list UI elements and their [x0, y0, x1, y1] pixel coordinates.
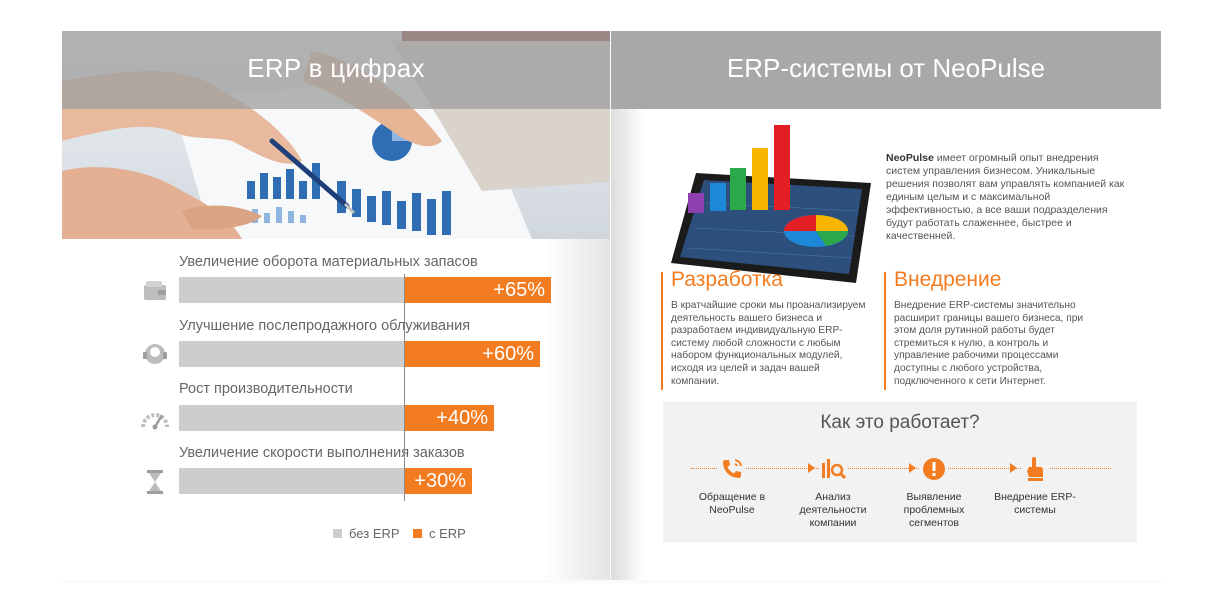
bar-without-erp [179, 277, 405, 303]
bar-without-erp [179, 405, 405, 431]
legend-with-erp: с ERP [413, 526, 466, 541]
column-title: Внедрение [894, 268, 1002, 291]
accent-rule [884, 272, 886, 390]
hourglass-icon [147, 470, 163, 494]
process-line [691, 468, 1111, 469]
title-band [611, 31, 1161, 109]
speedometer-icon [141, 413, 169, 430]
how-it-works-panel: Как это работает? Обращение в NeoPulse А… [663, 402, 1137, 542]
legend-without-erp: без ERP [333, 526, 400, 541]
brand-name: NeoPulse [886, 152, 934, 164]
step-problems: Выявление проблемных сегментов [886, 455, 982, 530]
step-label: Анализ деятельности компании [799, 491, 867, 529]
legend-swatch-gray [333, 529, 342, 539]
arrow-right-icon [808, 463, 815, 473]
arrow-right-icon [909, 463, 916, 473]
bar-with-erp: +60% [405, 341, 540, 367]
legend-label: без ERP [349, 526, 400, 541]
tablet-chart-illustration [671, 125, 871, 283]
step-implementation: Внедрение ERP-системы [987, 455, 1083, 517]
page-title: ERP в цифрах [247, 53, 425, 83]
intro-text: имеет огромный опыт внедрения систем упр… [886, 152, 1125, 242]
column-text: Внедрение ERP-системы значительно расшир… [894, 300, 1084, 387]
title-band [62, 31, 610, 109]
column-implementation: Внедрение Внедрение ERP-системы значител… [884, 268, 1089, 390]
bar-with-erp: +65% [405, 277, 551, 303]
left-page: ERP в цифрах Увеличение оборота материал… [62, 31, 610, 580]
phone-icon [718, 455, 746, 483]
legend-label: с ERP [429, 526, 466, 541]
column-development: Разработка В кратчайшие сроки мы проанал… [661, 268, 866, 390]
metric-label: Улучшение послепродажного облуживания [179, 318, 471, 334]
bar-with-erp: +30% [405, 468, 472, 494]
analysis-icon [819, 455, 847, 483]
bar-without-erp [179, 341, 405, 367]
step-contact: Обращение в NeoPulse [684, 455, 780, 517]
metric-label: Увеличение скорости выполнения заказов [179, 445, 465, 461]
right-page: ERP-системы от NeoPulse NeoPulse имеет о… [611, 31, 1161, 580]
step-label: Выявление проблемных сегментов [903, 491, 965, 529]
page-shadow [62, 575, 1161, 585]
accent-rule [661, 272, 663, 390]
metric-label: Увеличение оборота материальных запасов [179, 254, 478, 270]
step-label: Внедрение ERP-системы [994, 491, 1076, 516]
baseline-divider [404, 274, 405, 501]
arrow-right-icon [1010, 463, 1017, 473]
headset-icon [143, 344, 167, 364]
header-photo: ERP в цифрах [62, 31, 610, 239]
page-title: ERP-системы от NeoPulse [726, 53, 1046, 83]
legend-swatch-orange [413, 529, 422, 539]
wallet-icon [144, 281, 166, 300]
how-title: Как это работает? [820, 412, 980, 433]
bar-with-erp: +40% [405, 405, 494, 431]
bar-without-erp [179, 468, 405, 494]
intro-paragraph: NeoPulse имеет огромный опыт внедрения с… [886, 152, 1126, 243]
column-text: В кратчайшие сроки мы проанализируем дея… [671, 300, 866, 387]
metric-label: Рост производительности [179, 381, 353, 397]
column-title: Разработка [671, 268, 783, 291]
warning-icon [920, 455, 948, 483]
step-analysis: Анализ деятельности компании [785, 455, 881, 530]
step-label: Обращение в NeoPulse [698, 491, 766, 516]
touch-icon [1021, 455, 1049, 483]
